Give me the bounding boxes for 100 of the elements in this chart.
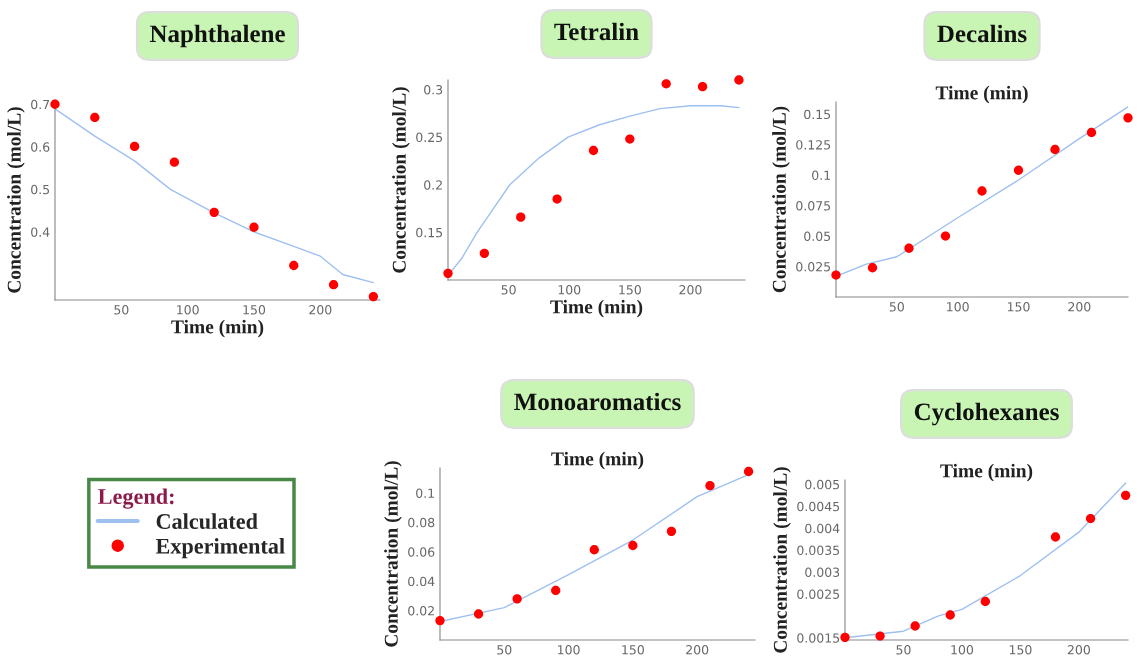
- x-tick-label: 200: [309, 305, 332, 315]
- y-tick-label: 0.06: [408, 547, 435, 557]
- point: [328, 280, 339, 290]
- legend-label: Experimental: [155, 538, 285, 559]
- y-tick-label: 0.0045: [797, 501, 840, 512]
- y-axis-title: Concentration (mol/L): [392, 87, 410, 273]
- x-tick-label: 150: [622, 645, 644, 655]
- y-axis-title: Concentration (mol/L): [7, 107, 25, 293]
- point: [209, 207, 219, 217]
- chart-title: Cyclohexanes: [914, 402, 1059, 426]
- point: [1086, 127, 1097, 138]
- y-tick-label: 0.5: [31, 184, 50, 195]
- chart-title: Monoaromatics: [514, 392, 681, 411]
- point: [1085, 513, 1096, 524]
- y-tick-label: 0.04: [408, 576, 435, 587]
- y-tick-label: 0.3: [424, 85, 443, 95]
- point: [904, 243, 914, 253]
- chart-title: Tetralin: [554, 22, 639, 41]
- point: [980, 596, 990, 607]
- point: [945, 610, 955, 620]
- x-tick-label: 50: [114, 305, 129, 315]
- point: [1121, 490, 1131, 500]
- point: [551, 585, 561, 596]
- x-tick-label: 150: [1007, 302, 1030, 312]
- y-tick-label: 0.25: [416, 132, 443, 143]
- point: [473, 609, 484, 619]
- legend-label: Calculated: [156, 513, 258, 530]
- y-axis-title: Concentration (mol/L): [772, 106, 790, 293]
- point: [666, 526, 677, 537]
- x-tick-label: 100: [951, 645, 974, 655]
- point: [552, 194, 562, 204]
- y-tick-label: 0.0015: [797, 633, 840, 643]
- x-tick-label: 100: [177, 305, 199, 315]
- y-tick-label: 0.075: [796, 201, 831, 211]
- point: [368, 291, 379, 302]
- y-tick-label: 0.08: [408, 517, 435, 528]
- y-tick-label: 0.025: [796, 262, 831, 272]
- x-tick-label: 150: [1009, 645, 1032, 655]
- point: [443, 268, 453, 278]
- x-tick-label: 150: [619, 285, 641, 295]
- y-tick-label: 0.4: [31, 227, 50, 237]
- x-tick-label: 200: [1067, 645, 1090, 655]
- point: [867, 263, 878, 273]
- point: [628, 540, 638, 551]
- y-tick-label: 0.7: [31, 99, 50, 110]
- point: [1050, 532, 1061, 542]
- x-tick-label: 100: [947, 302, 969, 312]
- point: [831, 270, 841, 280]
- y-tick-label: 0.15: [416, 227, 443, 238]
- point: [940, 231, 951, 241]
- point: [129, 141, 140, 152]
- x-axis-title: Time (min): [551, 451, 644, 470]
- point: [977, 186, 987, 196]
- point: [875, 631, 885, 641]
- y-axis-title: Concentration (mol/L): [384, 461, 402, 647]
- point: [512, 594, 522, 604]
- point: [249, 222, 259, 232]
- point: [588, 145, 599, 156]
- x-tick-label: 100: [558, 645, 580, 655]
- y-tick-label: 0.02: [408, 606, 434, 616]
- point: [169, 157, 180, 167]
- point: [50, 99, 60, 109]
- x-axis-title: Time (min): [940, 463, 1033, 482]
- y-tick-label: 0.1: [416, 488, 434, 498]
- point: [90, 112, 100, 123]
- y-tick-label: 0.15: [804, 109, 831, 120]
- point: [479, 248, 490, 258]
- y-tick-label: 0.0025: [797, 589, 840, 599]
- x-tick-label: 50: [497, 645, 512, 655]
- x-tick-label: 50: [896, 645, 911, 655]
- x-axis-title: Time (min): [935, 85, 1028, 104]
- x-axis-title: Time (min): [550, 299, 643, 318]
- point: [1123, 113, 1133, 123]
- point: [697, 82, 708, 92]
- x-tick-label: 200: [686, 645, 709, 655]
- y-tick-label: 0.005: [805, 479, 840, 490]
- y-tick-label: 0.2: [424, 180, 442, 190]
- point: [289, 260, 299, 271]
- point: [743, 466, 754, 477]
- x-tick-label: 50: [501, 285, 516, 295]
- point: [1013, 165, 1024, 175]
- legend-title: Legend:: [98, 488, 174, 509]
- chart-title: Naphthalene: [149, 24, 285, 48]
- y-tick-label: 0.125: [796, 140, 831, 150]
- y-tick-label: 0.05: [804, 231, 831, 241]
- x-axis-title: Time (min): [171, 319, 264, 338]
- y-axis-title: Concentration (mol/L): [773, 467, 791, 653]
- point: [734, 75, 744, 85]
- x-tick-label: 100: [558, 285, 581, 295]
- chart-title: Decalins: [937, 24, 1027, 43]
- point: [840, 632, 850, 643]
- x-tick-label: 200: [679, 285, 702, 295]
- x-tick-label: 200: [1068, 302, 1091, 312]
- x-tick-label: 50: [889, 302, 904, 312]
- point: [516, 212, 526, 222]
- y-tick-label: 0.0035: [797, 545, 840, 556]
- x-tick-label: 150: [243, 305, 266, 315]
- point: [910, 621, 920, 631]
- point: [1050, 144, 1060, 155]
- y-tick-label: 0.003: [805, 567, 840, 577]
